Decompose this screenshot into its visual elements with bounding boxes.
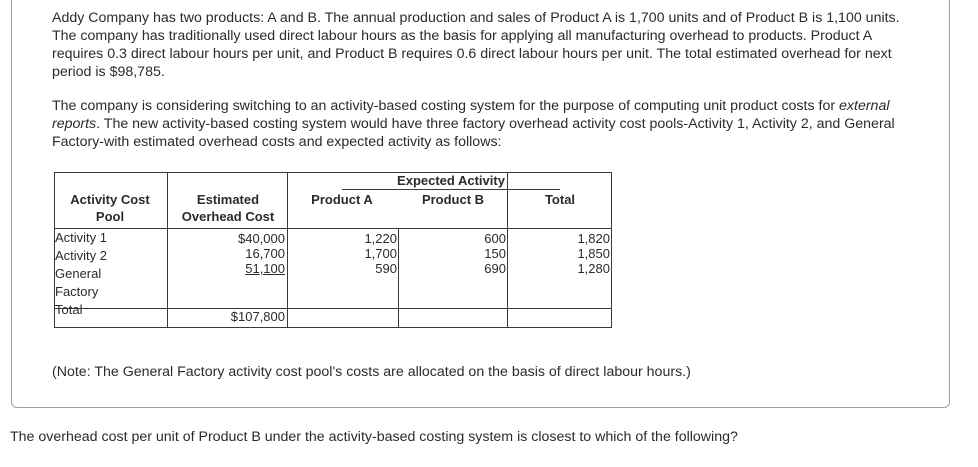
row-total-label: Total [55, 302, 83, 317]
header-cost-line1: Estimated [196, 192, 260, 207]
table-border-bottom [54, 327, 612, 328]
cost-total: $107,800 [230, 309, 285, 324]
table-col-divider-4 [507, 172, 508, 328]
product-b-column: 600 150 690 [398, 231, 506, 276]
table-col-divider-1 [167, 172, 168, 328]
cost-activity-1: $40,000 [238, 231, 285, 246]
header-estimated-overhead-cost: Estimated Overhead Cost [170, 191, 286, 225]
header-pool-line1: Activity Cost [70, 192, 150, 207]
cost-column: $40,000 16,700 51,100 [170, 231, 285, 276]
cost-general-factory: 51,100 [245, 261, 285, 276]
product-a-column: 1,220 1,700 590 [290, 231, 397, 276]
header-cost-line2: Overhead Cost [181, 209, 275, 224]
table-line-under-group-header [342, 189, 560, 190]
table-col-divider-3 [398, 228, 399, 328]
total-column: 1,820 1,850 1,280 [510, 231, 610, 276]
product-a-activity-2: 1,700 [364, 246, 397, 261]
total-activity-2: 1,850 [577, 246, 610, 261]
total-general-factory: 1,280 [577, 261, 610, 276]
product-a-general-factory: 590 [375, 261, 397, 276]
activity-cost-table: Expected Activity Activity Cost Pool Est… [54, 172, 612, 328]
note-text: (Note: The General Factory activity cost… [52, 364, 691, 380]
header-activity-cost-pool: Activity Cost Pool [54, 191, 166, 225]
product-b-activity-1: 600 [484, 231, 506, 246]
header-product-b: Product B [421, 192, 485, 207]
pool-label-column: Activity 1 Activity 2 General Factory To… [55, 229, 165, 319]
question-text: The overhead cost per unit of Product B … [10, 429, 738, 445]
table-border-right [611, 172, 612, 328]
paragraph-2-start: The company is considering switching to … [52, 98, 840, 114]
table-col-divider-2 [287, 172, 288, 328]
problem-paragraph-1: Addy Company has two products: A and B. … [52, 10, 900, 80]
row-activity-2-label: Activity 2 [55, 248, 108, 263]
table-line-under-headers [54, 228, 612, 229]
total-activity-1: 1,820 [577, 231, 610, 246]
row-general-factory-label-1: General [55, 266, 102, 281]
table-border-left [54, 172, 55, 328]
product-b-activity-2: 150 [484, 246, 506, 261]
header-expected-activity: Expected Activity [397, 173, 505, 188]
paragraph-2-end: . The new activity-based costing system … [52, 116, 895, 150]
problem-paragraph-2: The company is considering switching to … [52, 97, 912, 151]
product-b-general-factory: 690 [484, 261, 506, 276]
header-product-a: Product A [311, 192, 373, 207]
product-a-activity-1: 1,220 [364, 231, 397, 246]
paragraph-2-emphasis: external reports [52, 98, 890, 132]
cost-activity-2: 16,700 [245, 246, 285, 261]
table-border-top [54, 172, 612, 173]
row-activity-1-label: Activity 1 [55, 230, 108, 245]
header-pool-line2: Pool [95, 209, 125, 224]
row-general-factory-label-2: Factory [55, 284, 99, 299]
table-line-above-total [54, 308, 612, 309]
header-total: Total [544, 192, 576, 207]
